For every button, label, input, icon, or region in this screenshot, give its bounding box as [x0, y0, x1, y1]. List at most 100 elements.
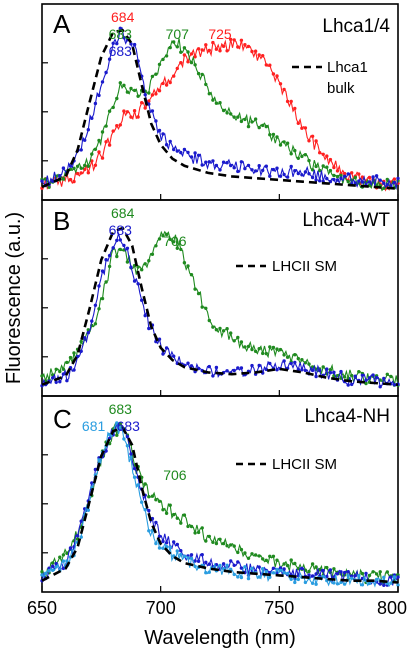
panel-c-series-1-points	[40, 422, 400, 587]
data-point	[143, 262, 147, 266]
data-point	[346, 574, 350, 578]
data-point	[268, 554, 272, 558]
data-point	[339, 176, 343, 180]
data-point	[129, 115, 133, 119]
data-point	[193, 55, 197, 59]
data-point	[346, 570, 350, 574]
data-point	[335, 169, 340, 173]
data-point	[389, 374, 393, 379]
data-point	[107, 432, 112, 437]
data-point	[239, 119, 244, 124]
data-point	[218, 326, 222, 331]
data-point	[332, 370, 336, 374]
data-point	[161, 57, 165, 62]
data-point	[111, 41, 115, 45]
data-point	[196, 47, 201, 51]
data-point	[196, 153, 201, 157]
data-point	[285, 175, 290, 179]
data-point	[189, 556, 194, 561]
data-point	[350, 382, 354, 387]
data-point	[214, 541, 219, 546]
data-point	[157, 546, 162, 550]
data-point	[164, 83, 169, 87]
data-point	[51, 179, 55, 183]
data-point	[239, 575, 244, 580]
panel-b-letter: B	[53, 206, 70, 236]
data-point	[285, 141, 290, 145]
data-point	[275, 166, 279, 170]
data-point	[129, 452, 133, 456]
data-point	[175, 45, 179, 49]
data-point	[261, 123, 265, 128]
data-point	[75, 534, 80, 538]
data-point	[54, 561, 58, 566]
data-point	[278, 174, 283, 178]
data-point	[293, 360, 297, 365]
data-point	[132, 466, 137, 471]
data-point	[161, 81, 165, 86]
data-point	[164, 143, 169, 147]
panel-c-letter: C	[53, 404, 72, 434]
data-point	[285, 355, 290, 359]
data-point	[172, 512, 176, 517]
data-point	[293, 561, 297, 566]
data-point	[65, 551, 69, 555]
panel-b-peak-label-683: 683	[109, 222, 133, 238]
data-point	[75, 171, 80, 176]
data-point	[175, 149, 179, 153]
data-point	[79, 339, 83, 344]
data-point	[314, 582, 318, 586]
data-point	[154, 541, 158, 546]
data-point	[378, 178, 382, 182]
data-point	[104, 124, 108, 128]
data-point	[51, 568, 55, 572]
data-point	[189, 364, 194, 368]
data-point	[68, 355, 73, 360]
data-point	[122, 109, 126, 113]
data-point	[328, 568, 333, 572]
data-point	[271, 167, 276, 172]
data-point	[104, 70, 108, 75]
data-point	[83, 336, 87, 340]
data-point	[68, 546, 73, 550]
data-point	[186, 60, 190, 64]
data-point	[300, 126, 304, 130]
data-point	[314, 374, 318, 379]
data-point	[86, 164, 91, 168]
data-point	[164, 54, 169, 58]
data-point	[179, 61, 183, 65]
data-point	[143, 106, 147, 110]
data-point	[179, 50, 183, 54]
data-point	[136, 483, 140, 487]
data-point	[72, 166, 76, 170]
data-point	[136, 265, 140, 269]
y-axis-title: Fluorescence (a.u.)	[3, 212, 25, 384]
data-point	[218, 49, 222, 53]
data-point	[264, 569, 268, 574]
data-point	[293, 106, 297, 111]
data-point	[303, 153, 308, 157]
data-point	[342, 174, 347, 178]
panel-c-reference-line	[41, 425, 399, 584]
data-point	[193, 63, 197, 67]
data-point	[182, 554, 187, 558]
data-point	[193, 151, 197, 155]
data-point	[79, 519, 83, 523]
data-point	[211, 40, 215, 45]
data-point	[385, 183, 389, 187]
data-point	[90, 481, 94, 485]
panel-a-peak-label-684: 684	[111, 9, 135, 25]
data-point	[364, 381, 368, 386]
data-point	[154, 520, 158, 525]
data-point	[271, 554, 276, 558]
data-point	[161, 132, 165, 136]
data-point	[179, 549, 183, 553]
data-point	[211, 540, 215, 544]
data-point	[307, 139, 311, 143]
data-point	[268, 345, 272, 349]
data-point	[300, 173, 304, 177]
data-point	[221, 160, 226, 164]
data-point	[261, 557, 265, 561]
data-point	[118, 81, 123, 85]
